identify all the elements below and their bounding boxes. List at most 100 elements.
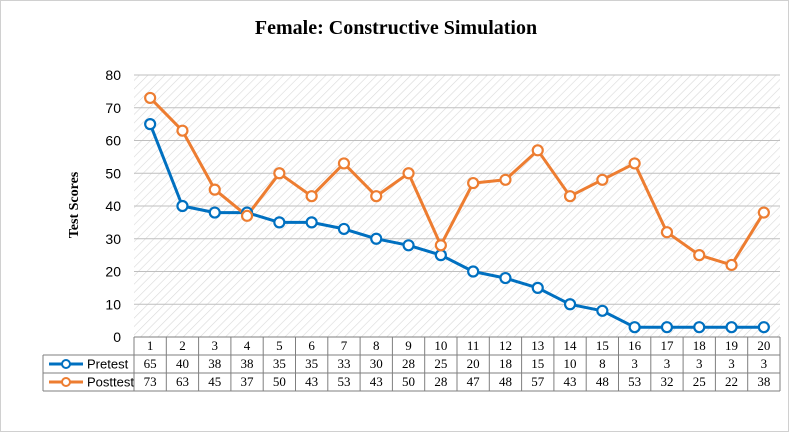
data-point-posttest xyxy=(725,258,738,272)
y-tick-label: 70 xyxy=(105,100,121,116)
data-point-posttest xyxy=(499,173,512,186)
data-table-cell: 10 xyxy=(564,356,577,371)
y-tick-label: 50 xyxy=(105,165,121,181)
data-point-pretest xyxy=(660,321,674,334)
data-table-cell: 53 xyxy=(337,374,350,389)
data-table-cell: 18 xyxy=(499,356,512,371)
y-tick-label: 20 xyxy=(105,264,121,280)
x-category-label: 7 xyxy=(341,338,348,353)
data-point-pretest xyxy=(208,206,221,219)
data-table-cell: 35 xyxy=(305,356,318,371)
data-point-pretest xyxy=(467,265,480,278)
data-point-pretest xyxy=(305,216,318,229)
y-tick-label: 60 xyxy=(105,133,121,149)
data-table-cell: 22 xyxy=(725,374,738,389)
data-point-pretest xyxy=(499,271,512,285)
data-point-posttest xyxy=(628,157,641,170)
data-table-cell: 3 xyxy=(696,356,703,371)
data-table-cell: 3 xyxy=(761,356,768,371)
legend-key-marker xyxy=(61,359,71,369)
data-point-pretest xyxy=(370,232,383,245)
data-point-posttest xyxy=(757,206,770,219)
y-axis-label: Test Scores xyxy=(67,171,82,238)
data-table-cell: 20 xyxy=(467,356,480,371)
data-point-posttest xyxy=(563,190,577,203)
data-table-cell: 28 xyxy=(434,374,447,389)
data-point-pretest xyxy=(596,304,609,317)
data-table-cell: 3 xyxy=(631,356,638,371)
x-category-label: 2 xyxy=(179,338,186,353)
data-table-cell: 25 xyxy=(434,356,447,371)
x-category-label: 12 xyxy=(499,338,512,353)
data-table-cell: 57 xyxy=(531,374,545,389)
data-point-posttest xyxy=(337,157,351,170)
data-table-cell: 38 xyxy=(208,356,221,371)
x-category-label: 17 xyxy=(660,338,674,353)
data-table-cell: 43 xyxy=(305,374,318,389)
x-category-label: 16 xyxy=(628,338,642,353)
data-point-posttest xyxy=(305,190,318,203)
data-point-posttest xyxy=(467,176,480,190)
data-point-posttest xyxy=(434,239,447,252)
y-tick-label: 30 xyxy=(105,231,121,247)
x-category-label: 14 xyxy=(564,338,578,353)
data-table-cell: 35 xyxy=(273,356,286,371)
data-table-cell: 3 xyxy=(728,356,735,371)
data-table-cell: 28 xyxy=(402,356,415,371)
data-point-posttest xyxy=(144,91,157,105)
data-table-cell: 47 xyxy=(467,374,481,389)
data-table-cell: 53 xyxy=(628,374,641,389)
y-tick-label: 80 xyxy=(105,67,121,83)
x-category-label: 6 xyxy=(308,338,315,353)
data-point-pretest xyxy=(628,321,641,334)
data-table-cell: 48 xyxy=(499,374,512,389)
legend-key-marker xyxy=(61,377,71,387)
legend-label: Pretest xyxy=(87,357,129,372)
data-point-pretest xyxy=(144,118,157,131)
data-table-cell: 3 xyxy=(664,356,671,371)
data-table-cell: 43 xyxy=(370,374,383,389)
x-category-label: 13 xyxy=(531,338,544,353)
data-table-cell: 37 xyxy=(241,374,255,389)
data-point-pretest xyxy=(402,239,415,252)
x-category-label: 1 xyxy=(147,338,154,353)
data-table-cell: 73 xyxy=(144,374,157,389)
chart-title: Female: Constructive Simulation xyxy=(255,17,537,39)
data-point-posttest xyxy=(596,173,609,186)
data-table-cell: 48 xyxy=(596,374,609,389)
data-table-cell: 50 xyxy=(402,374,415,389)
x-category-label: 5 xyxy=(276,338,283,353)
data-table-cell: 8 xyxy=(599,356,606,371)
data-point-pretest xyxy=(725,321,738,334)
x-category-label: 18 xyxy=(693,338,706,353)
y-tick-label: 0 xyxy=(113,329,121,345)
data-point-pretest xyxy=(563,298,577,311)
data-table-cell: 38 xyxy=(241,356,254,371)
series-line-posttest xyxy=(149,96,766,267)
data-table-cell: 40 xyxy=(176,356,189,371)
x-category-label: 3 xyxy=(212,338,219,353)
data-point-posttest xyxy=(402,167,415,180)
data-point-posttest xyxy=(208,183,221,196)
data-point-pretest xyxy=(434,249,447,262)
data-point-pretest xyxy=(176,199,189,213)
data-table-cell: 25 xyxy=(693,374,706,389)
data-point-pretest xyxy=(273,216,286,229)
data-point-pretest xyxy=(693,321,706,334)
x-category-label: 19 xyxy=(725,338,738,353)
x-category-label: 9 xyxy=(405,338,412,353)
data-table-cell: 43 xyxy=(564,374,577,389)
data-table-cell: 30 xyxy=(370,356,383,371)
data-point-posttest xyxy=(531,144,544,157)
data-table-cell: 32 xyxy=(660,374,673,389)
data-point-pretest xyxy=(337,222,351,236)
data-table-cell: 33 xyxy=(337,356,350,371)
data-table-cell: 15 xyxy=(531,356,544,371)
data-point-posttest xyxy=(176,124,189,137)
x-category-label: 8 xyxy=(373,338,380,353)
legend-label: Posttest xyxy=(87,375,134,390)
y-tick-label: 40 xyxy=(105,198,121,214)
data-table-cell: 45 xyxy=(208,374,221,389)
data-point-posttest xyxy=(240,209,254,222)
